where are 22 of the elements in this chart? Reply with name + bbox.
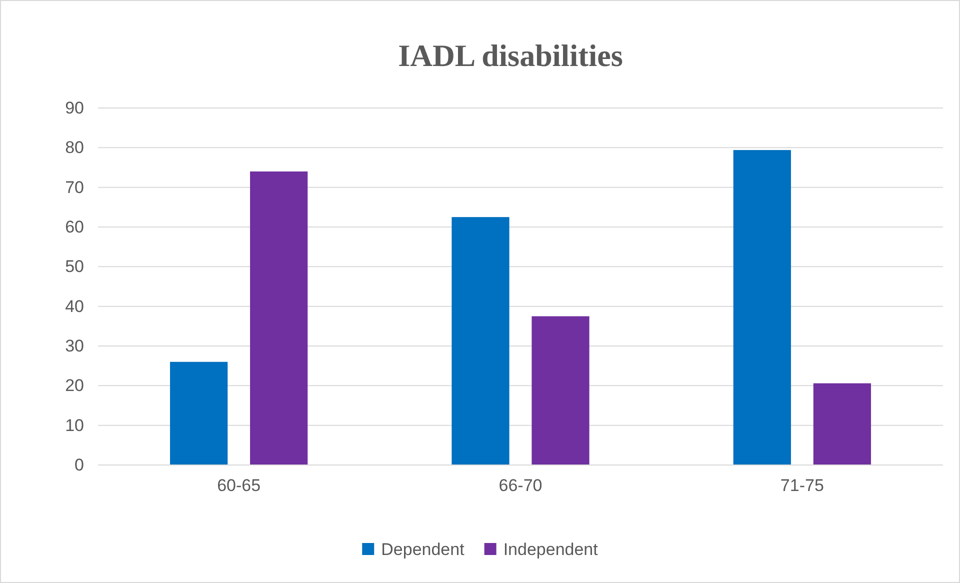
y-tick-label: 40	[65, 296, 84, 316]
bar	[170, 362, 228, 465]
y-tick-label: 80	[65, 138, 84, 158]
y-tick-label: 60	[65, 217, 84, 236]
y-tick-label: 0	[74, 455, 84, 474]
y-tick-label: 50	[65, 257, 84, 276]
y-tick-label: 70	[65, 178, 84, 197]
bar	[813, 383, 871, 465]
y-tick-label: 90	[65, 98, 84, 118]
x-tick-label: 60-65	[217, 476, 261, 496]
x-tick-label: 71-75	[780, 476, 824, 496]
y-tick-label: 30	[65, 336, 84, 356]
y-tick-label: 10	[65, 416, 84, 435]
bar	[733, 150, 791, 465]
bar	[532, 316, 590, 465]
x-tick-label: 66-70	[498, 476, 542, 496]
legend-label: Dependent	[381, 540, 465, 559]
bar	[250, 171, 308, 465]
bar	[452, 217, 510, 465]
legend-label: Independent	[503, 540, 598, 559]
y-tick-label: 20	[65, 376, 84, 396]
chart-title: IADL disabilities	[398, 38, 623, 73]
